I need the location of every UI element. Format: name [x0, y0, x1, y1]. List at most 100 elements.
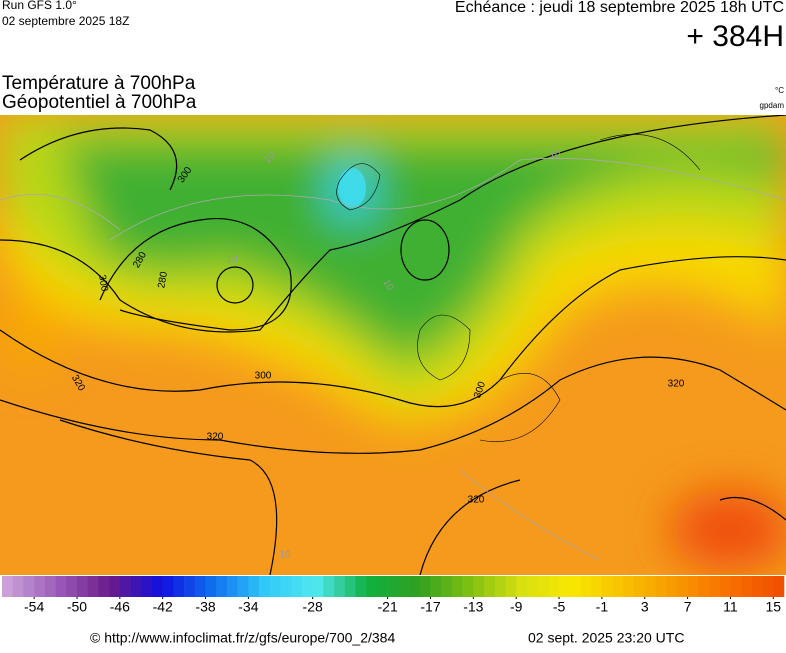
- colorbar-swatch: [376, 576, 388, 597]
- colorbar-swatch: [451, 576, 463, 597]
- colorbar-swatch: [419, 576, 431, 597]
- colorbar-swatch: [173, 576, 185, 597]
- contour-label: 10: [549, 150, 561, 161]
- colorbar-swatch: [634, 576, 646, 597]
- colorbar-swatch: [773, 576, 785, 597]
- colorbar-swatch: [12, 576, 24, 597]
- colorbar-swatch: [494, 576, 506, 597]
- colorbar-swatch: [709, 576, 721, 597]
- colorbar-swatch: [55, 576, 67, 597]
- colorbar-label: 3: [641, 599, 649, 615]
- colorbar-swatch: [226, 576, 238, 597]
- source: © http://www.infoclimat.fr/z/gfs/europe/…: [90, 630, 395, 646]
- colorbar-swatch: [751, 576, 763, 597]
- colorbar-swatch: [141, 576, 153, 597]
- colorbar-swatch: [687, 576, 699, 597]
- colorbar-swatch: [601, 576, 613, 597]
- contour-label: 300: [96, 274, 110, 293]
- colorbar-swatch: [569, 576, 581, 597]
- field-title: Géopotentiel à 700hPa: [2, 92, 197, 113]
- colorbar-swatch: [87, 576, 99, 597]
- colorbar-swatch: [151, 576, 163, 597]
- colorbar-label: -5: [553, 599, 566, 615]
- unit: °C: [775, 86, 784, 95]
- colorbar-swatch: [366, 576, 378, 597]
- colorbar-swatch: [205, 576, 217, 597]
- contour-label: 10: [380, 278, 395, 294]
- colorbar-swatch: [301, 576, 313, 597]
- map: [0, 115, 786, 575]
- contour-label: 300: [255, 371, 272, 382]
- colorbar-swatch: [398, 576, 410, 597]
- colorbar-swatch: [430, 576, 442, 597]
- colorbar-swatch: [484, 576, 496, 597]
- colorbar-swatch: [184, 576, 196, 597]
- colorbar-swatch: [44, 576, 56, 597]
- contour-label: 320: [207, 432, 224, 443]
- colorbar-swatch: [280, 576, 292, 597]
- contour-label: 10: [226, 255, 238, 266]
- colorbar-label: -34: [238, 599, 258, 615]
- colorbar-label: -42: [153, 599, 173, 615]
- colorbar-swatch: [237, 576, 249, 597]
- unit: gpdam: [760, 101, 785, 110]
- colorbar-swatch: [526, 576, 538, 597]
- colorbar-label: -46: [110, 599, 130, 615]
- lead-time: + 384H: [686, 20, 784, 53]
- colorbar-swatch: [387, 576, 399, 597]
- colorbar-swatch: [655, 576, 667, 597]
- colorbar-label: 7: [684, 599, 692, 615]
- colorbar-swatch: [719, 576, 731, 597]
- colorbar-label: -13: [463, 599, 483, 615]
- generated-time: 02 sept. 2025 23:20 UTC: [528, 630, 684, 646]
- colorbar-swatch: [162, 576, 174, 597]
- colorbar-swatch: [312, 576, 324, 597]
- colorbar-swatch: [676, 576, 688, 597]
- colorbar-swatch: [269, 576, 281, 597]
- colorbar-swatch: [505, 576, 517, 597]
- colorbar-label: 15: [765, 599, 781, 615]
- colorbar-swatch: [2, 576, 14, 597]
- colorbar-swatch: [194, 576, 206, 597]
- colorbar-swatch: [741, 576, 753, 597]
- colorbar-swatch: [334, 576, 346, 597]
- colorbar-swatch: [98, 576, 110, 597]
- colorbar-swatch: [462, 576, 474, 597]
- colorbar-swatch: [248, 576, 260, 597]
- colorbar-swatch: [119, 576, 131, 597]
- colorbar-swatch: [216, 576, 228, 597]
- colorbar-label: -1: [596, 599, 609, 615]
- colorbar-swatch: [591, 576, 603, 597]
- colorbar: -54 -50 -46 -42 -38 -34 -28 -21 -17 -13 -9 -5 -1 3 7 11…: [2, 576, 785, 615]
- colorbar-swatch: [537, 576, 549, 597]
- colorbar-swatch: [730, 576, 742, 597]
- colorbar-swatch: [644, 576, 656, 597]
- colorbar-label: -54: [24, 599, 44, 615]
- contour-label: 320: [668, 379, 685, 390]
- colorbar-label: -28: [303, 599, 323, 615]
- colorbar-label: 11: [723, 599, 738, 615]
- colorbar-swatch: [623, 576, 635, 597]
- colorbar-swatch: [441, 576, 453, 597]
- colorbar-label: -38: [195, 599, 215, 615]
- colorbar-swatch: [66, 576, 78, 597]
- colorbar-swatch: [548, 576, 560, 597]
- colorbar-swatch: [612, 576, 624, 597]
- colorbar-label: -17: [420, 599, 440, 615]
- colorbar-swatch: [23, 576, 35, 597]
- colorbar-swatch: [409, 576, 421, 597]
- colorbar-swatch: [580, 576, 592, 597]
- colorbar-swatch: [76, 576, 88, 597]
- run-date: 02 septembre 2025 18Z: [2, 14, 129, 28]
- contour-label: 320: [468, 495, 485, 506]
- colorbar-swatch: [666, 576, 678, 597]
- colorbar-swatch: [323, 576, 335, 597]
- colorbar-swatch: [130, 576, 142, 597]
- field-title: Température à 700hPa: [2, 73, 196, 94]
- colorbar-label: -50: [67, 599, 87, 615]
- valid-time: Echéance : jeudi 18 septembre 2025 18h U…: [455, 0, 784, 16]
- run: Run GFS 1.0°: [2, 0, 77, 12]
- colorbar-label: -9: [510, 599, 523, 615]
